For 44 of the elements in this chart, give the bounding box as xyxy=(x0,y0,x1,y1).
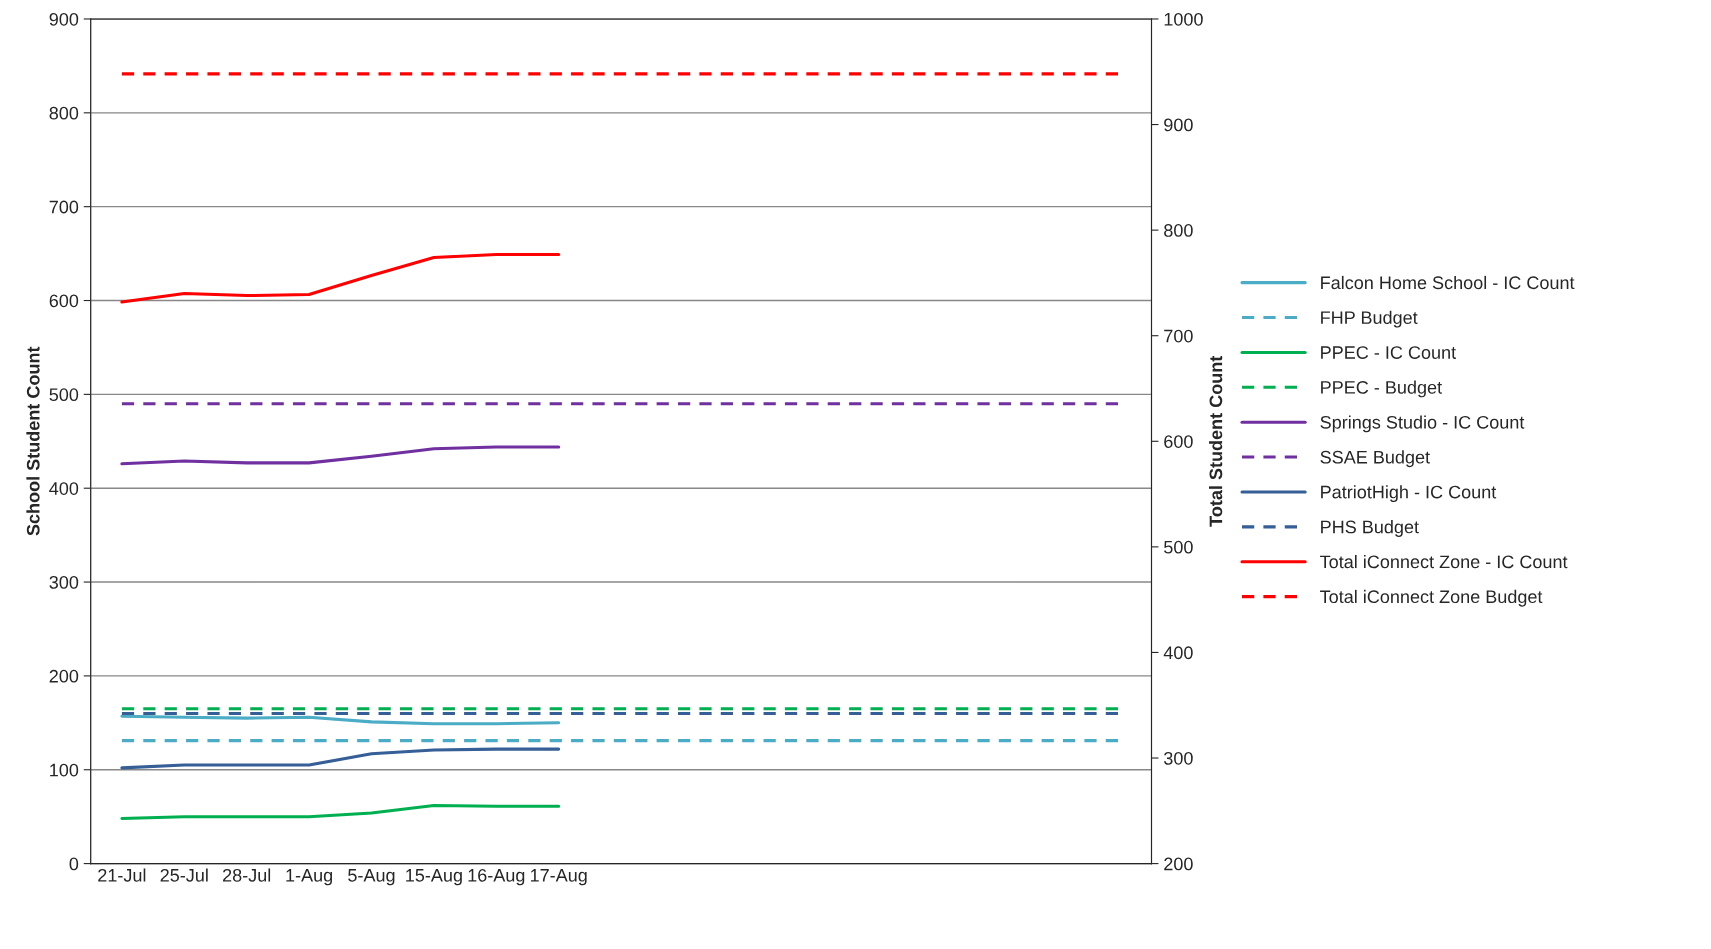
y-tick-label: 500 xyxy=(49,388,79,402)
line-series xyxy=(120,714,561,726)
line-series xyxy=(120,445,561,466)
y-tick-label: 900 xyxy=(49,12,79,26)
x-tick-label: 25-Jul xyxy=(160,868,208,882)
x-tick-label: 5-Aug xyxy=(348,869,395,886)
y-tick-label: 600 xyxy=(49,294,79,308)
x-tick-label: 1-Aug xyxy=(286,869,333,886)
legend-label: PatriotHigh - IC Count xyxy=(1321,485,1497,503)
legend-label: Total iConnect Zone - IC Count xyxy=(1320,554,1568,569)
x-tick-label: 16-Aug xyxy=(468,868,525,886)
legend-label: Falcon Home School - IC Count xyxy=(1321,275,1575,290)
y2-tick-label: 600 xyxy=(1164,435,1193,449)
legend-label: PPEC - Budget xyxy=(1321,380,1442,398)
y-tick-label: 0 xyxy=(69,857,79,871)
legend-label: SSAE Budget xyxy=(1320,450,1430,468)
line-series xyxy=(120,252,561,304)
x-tick-label: 28-Jul xyxy=(223,868,271,882)
y2-tick-label: 1000 xyxy=(1164,12,1203,26)
y-tick-label: 800 xyxy=(49,106,79,120)
y2-tick-label: 900 xyxy=(1164,118,1193,132)
y2-tick-label: 500 xyxy=(1164,540,1193,554)
legend-label: Springs Studio - IC Count xyxy=(1320,415,1525,433)
y-tick-label: 200 xyxy=(49,669,79,683)
y2-tick-label: 300 xyxy=(1164,751,1193,765)
x-tick-label: 17-Aug xyxy=(530,869,587,886)
y2-tick-label: 700 xyxy=(1164,329,1193,343)
x-tick-label: 21-Jul xyxy=(98,868,146,882)
y2-tick-label: 200 xyxy=(1164,857,1193,871)
y2-axis-title: Total Student Count xyxy=(1209,355,1223,527)
legend-label: PHS Budget xyxy=(1321,520,1419,537)
y-tick-label: 100 xyxy=(50,763,79,777)
y-tick-label: 700 xyxy=(49,200,79,214)
y2-tick-label: 800 xyxy=(1164,224,1193,237)
line-series xyxy=(120,803,561,821)
legend-label: FHP Budget xyxy=(1321,310,1418,328)
y-axis-title: School Student Count xyxy=(26,346,40,536)
x-tick-label: 15-Aug xyxy=(406,869,462,886)
y-tick-label: 400 xyxy=(49,482,79,495)
legend-label: Total iConnect Zone Budget xyxy=(1320,589,1543,607)
y-tick-label: 300 xyxy=(49,575,79,589)
legend-label: PPEC - IC Count xyxy=(1321,346,1456,359)
line-series xyxy=(120,747,561,770)
y2-tick-label: 400 xyxy=(1163,646,1193,660)
